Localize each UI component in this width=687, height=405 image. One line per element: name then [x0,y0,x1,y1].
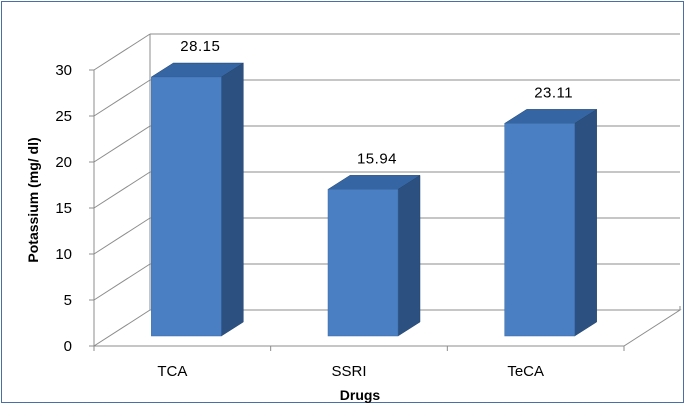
y-tick-label-20: 20 [55,154,72,171]
bar-teca [503,108,598,337]
gridline-diagonal-10 [93,217,151,255]
gridline-diagonal-15 [93,171,151,209]
bar-ssri [327,174,421,337]
label-layer: 0 5 10 15 20 25 30 28.15 TCA 15.94 SSRI 23.11 TeCA [55,38,573,380]
bar-front-tca [151,76,222,337]
x-tick-label-teca: TeCA [507,363,544,380]
y-tick-label-5: 5 [64,292,72,309]
gridline-diagonal-30 [93,33,151,71]
bar-side-ssri [397,174,421,337]
y-tick-label-25: 25 [55,108,72,125]
bar-side-teca [574,108,597,337]
data-label-teca: 23.11 [534,84,573,101]
gridline-diagonal-20 [93,125,151,163]
y-tick-label-30: 30 [55,62,72,79]
y-tick-label-10: 10 [55,246,72,263]
bar-front-ssri [327,189,399,337]
y-axis-title: Potassium (mg/ dl) [25,137,41,262]
y-tick-label-15: 15 [55,200,72,217]
gridline-diagonal-5 [93,263,151,301]
bar-side-tca [221,62,244,337]
bar-front-teca [504,123,575,337]
bar-tca [150,62,245,337]
x-axis-title: Drugs [340,387,381,403]
gridline-diagonal-25 [93,79,151,117]
axis-layer [89,69,625,351]
data-label-ssri: 15.94 [357,150,397,167]
y-tick-label-0: 0 [64,338,72,355]
data-label-tca: 28.15 [180,38,220,55]
x-tick-label-tca: TCA [157,363,187,380]
x-tick-label-ssri: SSRI [331,363,366,380]
bar-layer [150,62,598,337]
